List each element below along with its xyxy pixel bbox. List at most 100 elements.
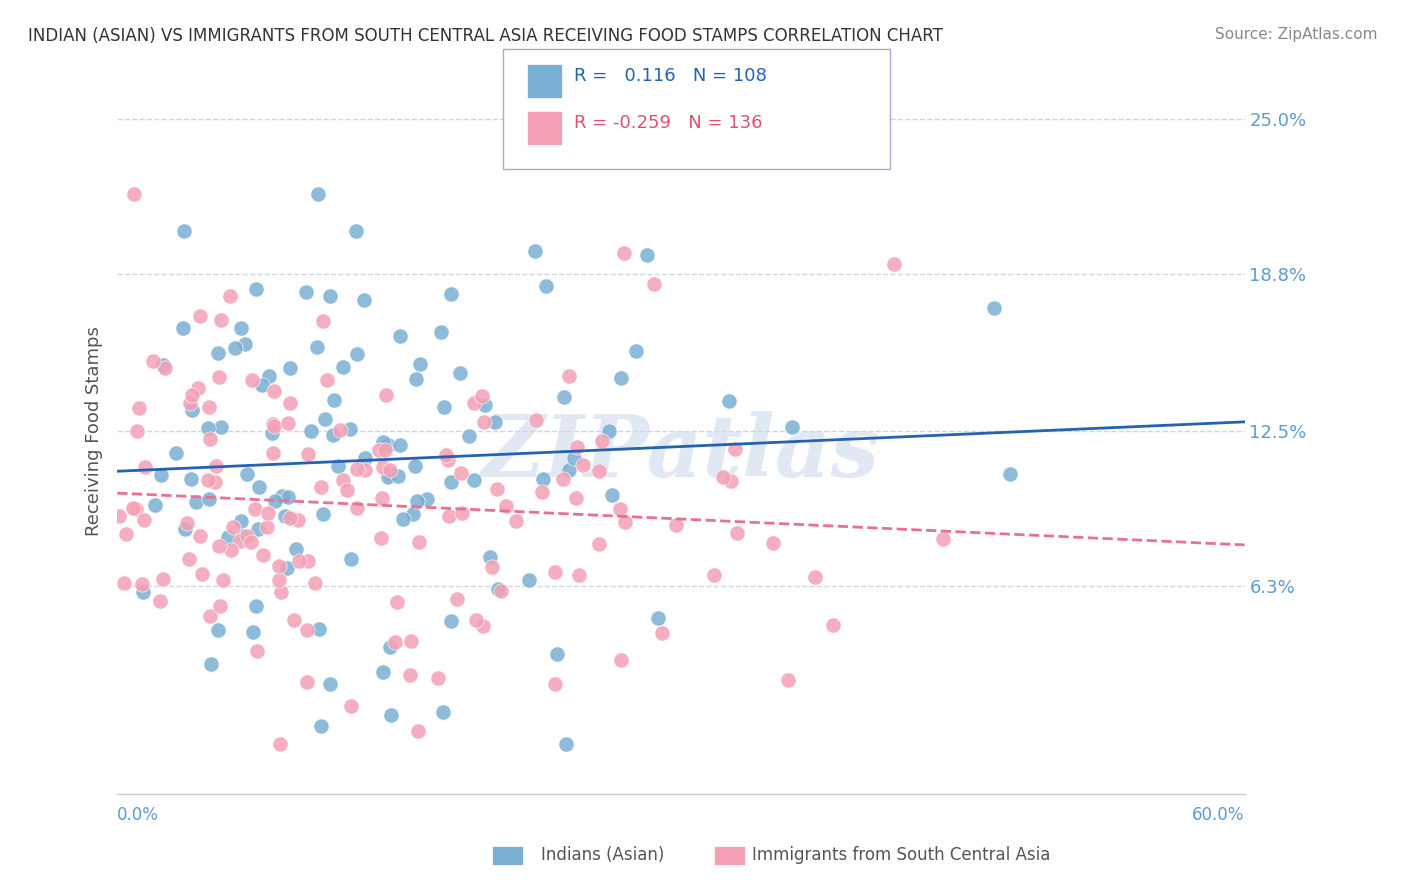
Point [191,566,214,581]
Point [219,543,242,558]
Point [353,463,375,477]
Point [319,289,342,303]
Point [197,421,219,435]
Point [280,396,302,410]
Point [346,501,368,516]
Text: ZIPatlas: ZIPatlas [482,411,880,494]
Point [762,536,785,550]
Point [368,443,391,458]
Point [297,447,319,461]
Point [332,473,354,487]
Point [558,368,581,383]
Point [780,420,803,434]
Point [471,619,494,633]
Point [207,346,229,360]
Point [353,293,375,307]
Point [983,301,1005,315]
Point [384,635,406,649]
Point [711,469,734,483]
Point [562,451,585,466]
Point [495,500,517,514]
Point [378,463,401,477]
Point [998,467,1021,482]
Point [591,434,613,449]
Point [269,737,291,751]
Point [505,514,527,528]
Point [821,618,844,632]
Point [485,482,508,496]
Point [184,494,207,508]
Point [131,577,153,591]
Point [218,289,240,303]
Point [718,393,741,408]
Point [224,341,246,355]
Point [229,514,252,528]
Point [613,245,636,260]
Point [233,337,256,351]
Point [588,464,610,478]
Point [134,459,156,474]
Point [558,462,581,476]
Point [565,441,588,455]
Point [209,599,232,613]
Point [346,462,368,476]
Point [311,314,333,328]
Point [440,286,463,301]
Point [725,526,748,541]
Point [598,425,620,439]
Point [125,425,148,439]
Point [319,676,342,690]
Point [523,244,546,258]
Point [174,522,197,536]
Point [474,398,496,412]
Point [247,480,270,494]
Point [180,472,202,486]
Point [309,719,332,733]
Point [323,392,346,407]
Point [246,644,269,658]
Point [205,458,228,473]
Point [609,502,631,516]
Point [256,520,278,534]
Point [115,526,138,541]
Point [274,509,297,524]
Point [409,357,432,371]
Y-axis label: Receiving Food Stamps: Receiving Food Stamps [86,326,103,536]
Point [481,560,503,574]
Point [614,516,637,530]
Point [177,551,200,566]
Point [181,388,204,402]
Text: INDIAN (ASIAN) VS IMMIGRANTS FROM SOUTH CENTRAL ASIA RECEIVING FOOD STAMPS CORRE: INDIAN (ASIAN) VS IMMIGRANTS FROM SOUTH … [28,27,943,45]
Point [149,594,172,608]
Point [534,279,557,293]
Point [270,489,292,503]
Point [439,508,461,523]
Text: Indians (Asian): Indians (Asian) [541,846,665,863]
Point [524,413,547,427]
Point [277,416,299,430]
Point [316,373,339,387]
Point [284,542,307,557]
Point [440,614,463,628]
Point [198,608,221,623]
Point [134,513,156,527]
Point [288,554,311,568]
Point [531,484,554,499]
Point [276,561,298,575]
Point [277,491,299,505]
Point [245,282,267,296]
Point [304,576,326,591]
Point [270,585,292,599]
Point [197,473,219,487]
Point [377,470,399,484]
Point [132,585,155,599]
Point [531,471,554,485]
Point [380,708,402,723]
Point [429,325,451,339]
Text: Immigrants from South Central Asia: Immigrants from South Central Asia [752,846,1050,863]
Point [405,372,427,386]
Point [553,472,575,486]
Point [463,473,485,487]
Point [295,624,318,638]
Point [299,424,322,438]
